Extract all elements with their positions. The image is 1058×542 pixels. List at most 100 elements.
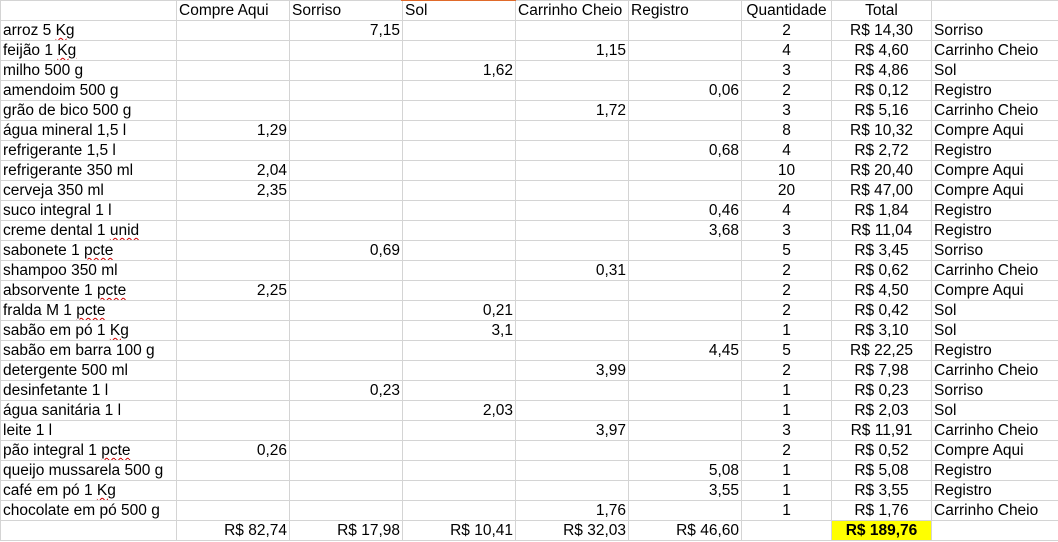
empty-cell[interactable] (931, 520, 1058, 541)
price-cell[interactable]: 1,62 (402, 60, 516, 81)
total-cell[interactable]: R$ 47,00 (831, 180, 932, 201)
price-cell[interactable] (289, 180, 403, 201)
price-cell[interactable] (289, 40, 403, 61)
total-cell[interactable]: R$ 3,10 (831, 320, 932, 341)
price-cell[interactable] (628, 300, 742, 321)
header-cell[interactable]: Total (831, 0, 932, 21)
price-cell[interactable] (402, 40, 516, 61)
price-cell[interactable] (628, 40, 742, 61)
quantity-cell[interactable]: 1 (741, 500, 832, 521)
item-name-cell[interactable]: milho 500 g (0, 60, 177, 81)
price-cell[interactable] (402, 20, 516, 41)
price-cell[interactable] (515, 180, 629, 201)
quantity-cell[interactable]: 4 (741, 140, 832, 161)
quantity-cell[interactable]: 2 (741, 260, 832, 281)
quantity-cell[interactable]: 1 (741, 460, 832, 481)
item-name-cell[interactable]: queijo mussarela 500 g (0, 460, 177, 481)
price-cell[interactable]: 0,21 (402, 300, 516, 321)
price-cell[interactable] (176, 380, 290, 401)
price-cell[interactable]: 0,68 (628, 140, 742, 161)
price-cell[interactable] (515, 300, 629, 321)
price-cell[interactable]: 1,29 (176, 120, 290, 141)
price-cell[interactable] (515, 240, 629, 261)
cheapest-store-cell[interactable]: Compre Aqui (931, 440, 1058, 461)
price-cell[interactable] (515, 60, 629, 81)
item-name-cell[interactable]: cerveja 350 ml (0, 180, 177, 201)
total-cell[interactable]: R$ 10,32 (831, 120, 932, 141)
item-name-cell[interactable]: detergente 500 ml (0, 360, 177, 381)
price-cell[interactable]: 1,72 (515, 100, 629, 121)
item-name-cell[interactable]: shampoo 350 ml (0, 260, 177, 281)
quantity-cell[interactable]: 3 (741, 60, 832, 81)
price-cell[interactable] (176, 200, 290, 221)
item-name-cell[interactable]: café em pó 1 Kg (0, 480, 177, 501)
price-cell[interactable] (402, 420, 516, 441)
total-cell[interactable]: R$ 14,30 (831, 20, 932, 41)
total-cell[interactable]: R$ 3,55 (831, 480, 932, 501)
price-cell[interactable]: 0,69 (289, 240, 403, 261)
price-cell[interactable] (289, 420, 403, 441)
price-cell[interactable] (402, 220, 516, 241)
quantity-cell[interactable]: 20 (741, 180, 832, 201)
quantity-cell[interactable]: 3 (741, 220, 832, 241)
price-cell[interactable] (628, 100, 742, 121)
price-cell[interactable] (402, 360, 516, 381)
price-cell[interactable] (176, 360, 290, 381)
header-cell[interactable]: Compre Aqui (176, 0, 290, 21)
quantity-cell[interactable]: 1 (741, 380, 832, 401)
price-cell[interactable] (176, 300, 290, 321)
price-cell[interactable]: 3,97 (515, 420, 629, 441)
price-cell[interactable] (402, 380, 516, 401)
cheapest-store-cell[interactable]: Registro (931, 220, 1058, 241)
header-cell[interactable]: Registro (628, 0, 742, 21)
cheapest-store-cell[interactable]: Registro (931, 140, 1058, 161)
cheapest-store-cell[interactable]: Sorriso (931, 20, 1058, 41)
cheapest-store-cell[interactable]: Registro (931, 80, 1058, 101)
quantity-cell[interactable]: 5 (741, 340, 832, 361)
price-cell[interactable] (289, 200, 403, 221)
item-name-cell[interactable]: amendoim 500 g (0, 80, 177, 101)
header-cell[interactable]: Sorriso (289, 0, 403, 21)
store-total-cell[interactable]: R$ 82,74 (176, 520, 290, 541)
totals-label-cell[interactable] (0, 520, 177, 541)
price-cell[interactable] (402, 440, 516, 461)
price-cell[interactable] (289, 480, 403, 501)
price-cell[interactable] (402, 160, 516, 181)
quantity-cell[interactable]: 1 (741, 320, 832, 341)
price-cell[interactable] (628, 320, 742, 341)
total-cell[interactable]: R$ 7,98 (831, 360, 932, 381)
quantity-cell[interactable]: 2 (741, 20, 832, 41)
cheapest-store-cell[interactable]: Carrinho Cheio (931, 100, 1058, 121)
cheapest-store-cell[interactable]: Compre Aqui (931, 120, 1058, 141)
header-cell[interactable]: Carrinho Cheio (515, 0, 629, 21)
price-cell[interactable] (628, 160, 742, 181)
cheapest-store-cell[interactable]: Carrinho Cheio (931, 360, 1058, 381)
price-cell[interactable] (176, 340, 290, 361)
quantity-cell[interactable]: 1 (741, 400, 832, 421)
price-cell[interactable]: 3,99 (515, 360, 629, 381)
cheapest-store-cell[interactable]: Registro (931, 460, 1058, 481)
cheapest-store-cell[interactable]: Carrinho Cheio (931, 420, 1058, 441)
total-cell[interactable]: R$ 2,72 (831, 140, 932, 161)
price-cell[interactable] (515, 480, 629, 501)
store-total-cell[interactable]: R$ 17,98 (289, 520, 403, 541)
price-cell[interactable] (402, 120, 516, 141)
grand-total-cell[interactable]: R$ 189,76 (831, 520, 932, 541)
quantity-cell[interactable]: 4 (741, 40, 832, 61)
item-name-cell[interactable]: arroz 5 Kg (0, 20, 177, 41)
price-cell[interactable]: 1,15 (515, 40, 629, 61)
header-cell[interactable] (931, 0, 1058, 21)
item-name-cell[interactable]: água mineral 1,5 l (0, 120, 177, 141)
price-cell[interactable] (515, 20, 629, 41)
price-cell[interactable]: 2,03 (402, 400, 516, 421)
item-name-cell[interactable]: sabão em pó 1 Kg (0, 320, 177, 341)
item-name-cell[interactable]: água sanitária 1 l (0, 400, 177, 421)
item-name-cell[interactable]: suco integral 1 l (0, 200, 177, 221)
quantity-cell[interactable]: 3 (741, 420, 832, 441)
price-cell[interactable] (515, 440, 629, 461)
quantity-cell[interactable]: 2 (741, 300, 832, 321)
price-cell[interactable] (289, 400, 403, 421)
total-cell[interactable]: R$ 11,91 (831, 420, 932, 441)
price-cell[interactable] (402, 100, 516, 121)
item-name-cell[interactable]: refrigerante 350 ml (0, 160, 177, 181)
